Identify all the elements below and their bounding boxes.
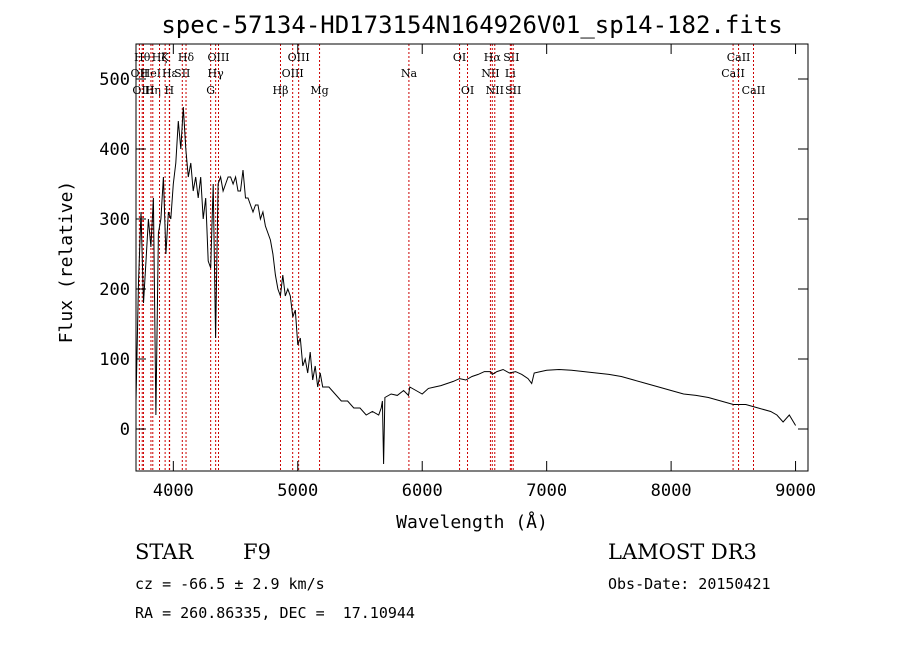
line-marker-label: Hβ xyxy=(273,84,289,97)
line-marker-label: CaII xyxy=(727,51,751,64)
line-markers: OIIHθOIIIHeIHηHζKHHεSIIHδGHγOIIIHβOIIIOI… xyxy=(131,44,766,471)
line-marker-label: OIII xyxy=(132,84,154,97)
line-marker-label: NII xyxy=(481,67,499,80)
line-marker-label: Na xyxy=(401,67,418,80)
y-tick-label: 0 xyxy=(120,420,130,440)
line-marker-label: Li xyxy=(505,67,516,80)
line-marker-label: OI xyxy=(453,51,466,64)
line-marker-label: Hα xyxy=(484,51,502,64)
line-marker-label: Hε xyxy=(162,67,178,80)
line-marker-label: SII xyxy=(174,67,190,80)
subclass-label: F9 xyxy=(243,540,271,564)
x-tick-label: 9000 xyxy=(775,481,816,501)
x-tick-label: 5000 xyxy=(277,481,318,501)
line-marker-label: OIII xyxy=(288,51,310,64)
line-marker-label: Hζ xyxy=(152,51,168,64)
y-tick-label: 500 xyxy=(99,70,130,90)
line-marker-label: HeI xyxy=(141,67,161,80)
x-tick-label: 8000 xyxy=(651,481,692,501)
line-marker-label: K xyxy=(161,51,170,64)
y-tick-label: 300 xyxy=(99,210,130,230)
x-axis-label: Wavelength (Å) xyxy=(396,511,548,533)
line-marker-label: SII xyxy=(505,84,521,97)
chart-title: spec-57134-HD173154N164926V01_sp14-182.f… xyxy=(161,11,782,39)
y-axis-label: Flux (relative) xyxy=(56,181,77,344)
y-tick-label: 200 xyxy=(99,280,130,300)
line-marker-label: CaII xyxy=(721,67,745,80)
spectrum-chart: spec-57134-HD173154N164926V01_sp14-182.f… xyxy=(56,11,816,533)
coordinates: RA = 260.86335, DEC = 17.10944 xyxy=(135,604,415,622)
line-marker-label: Hη xyxy=(145,84,161,97)
spectrum-layer xyxy=(135,106,797,465)
survey-label: LAMOST DR3 xyxy=(608,540,757,564)
class-label: STAR xyxy=(135,540,194,564)
plot-frame xyxy=(135,43,809,472)
line-marker-label: CaII xyxy=(742,84,766,97)
line-marker-label: G xyxy=(206,84,215,97)
line-marker-label: Hθ xyxy=(134,51,151,64)
axis-ticks: 4000 5000 6000 7000 8000 9000 0 100 200 300 400 500 xyxy=(99,44,816,501)
line-marker-label: Hγ xyxy=(208,67,225,80)
x-tick-label: 4000 xyxy=(153,481,194,501)
obs-date: Obs-Date: 20150421 xyxy=(608,575,771,593)
line-marker-label: OIII xyxy=(282,67,304,80)
redshift-cz: cz = -66.5 ± 2.9 km/s xyxy=(135,575,325,593)
spectrum-series xyxy=(135,106,797,465)
line-marker-label: OIII xyxy=(207,51,229,64)
line-marker-label: Hδ xyxy=(178,51,195,64)
line-marker-label: OI xyxy=(461,84,474,97)
x-tick-label: 6000 xyxy=(402,481,443,501)
line-marker-label: SII xyxy=(503,51,519,64)
line-marker-label: NII xyxy=(486,84,504,97)
line-marker-label: Mg xyxy=(310,84,328,97)
y-tick-label: 100 xyxy=(99,350,130,370)
x-tick-label: 7000 xyxy=(526,481,567,501)
y-tick-label: 400 xyxy=(99,140,130,160)
line-marker-label: H xyxy=(165,84,175,97)
